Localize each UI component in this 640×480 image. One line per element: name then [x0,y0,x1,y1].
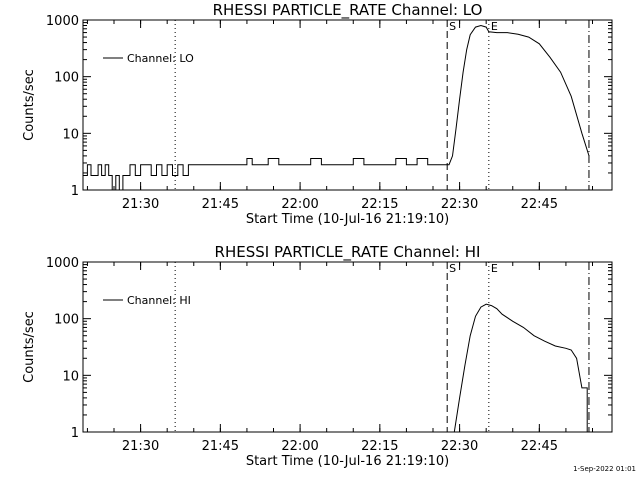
y-axis-label: Counts/sec [22,69,37,141]
y-tick-label: 1000 [46,14,79,29]
x-axis-label: Start Time (10-Jul-16 21:19:10) [246,454,449,469]
legend-label: Channel: HI [127,294,191,307]
x-tick-label: 22:00 [281,439,318,454]
date-stamp: 1-Sep-2022 01:01 [573,465,636,473]
y-axis-label: Counts/sec [22,311,37,383]
y-tick-label: 1 [71,184,79,199]
x-tick-label: 22:30 [441,197,478,212]
chart-title: RHESSI PARTICLE_RATE Channel: HI [215,243,481,262]
x-tick-label: 21:30 [122,197,159,212]
plot-frame [82,19,613,191]
y-tick-label: 1 [71,426,79,441]
series-line [83,24,590,191]
event-marker-label: E [491,262,498,275]
series-line [453,303,588,433]
event-marker-label: S [449,262,456,275]
x-tick-label: 22:15 [361,439,398,454]
y-tick-label: 100 [54,313,79,328]
x-tick-label: 22:45 [521,197,558,212]
chart-title: RHESSI PARTICLE_RATE Channel: LO [213,1,483,20]
x-tick-label: 22:30 [441,439,478,454]
x-tick-label: 21:45 [202,197,239,212]
x-tick-label: 22:15 [361,197,398,212]
x-tick-label: 22:45 [521,439,558,454]
event-marker-label: E [491,20,498,33]
x-tick-label: 22:00 [281,197,318,212]
y-tick-label: 10 [62,127,79,142]
y-tick-label: 100 [54,71,79,86]
plot-frame [82,261,613,433]
y-tick-label: 10 [62,369,79,384]
legend-label: Channel: LO [127,52,194,65]
y-tick-label: 1000 [46,256,79,271]
x-axis-label: Start Time (10-Jul-16 21:19:10) [246,212,449,227]
x-tick-label: 21:45 [202,439,239,454]
plot-panel-1: RHESSI PARTICLE_RATE Channel: LO 1 10 100 10… [22,1,613,227]
event-marker-label: S [449,20,456,33]
plot-panel-2: RHESSI PARTICLE_RATE Channel: HI 1 10 100 10… [22,243,613,469]
x-tick-label: 21:30 [122,439,159,454]
